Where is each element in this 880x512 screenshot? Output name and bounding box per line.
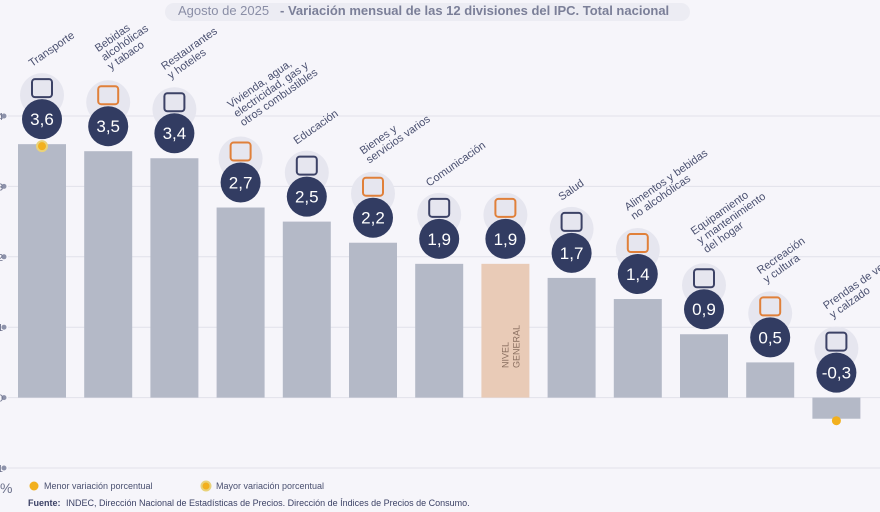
value-badge (154, 113, 195, 154)
data-label: 3,5 (96, 117, 120, 136)
tick-dot (1, 395, 7, 401)
value-badge (750, 317, 791, 358)
category-label: NIVEL (500, 342, 510, 368)
y-tick-label: 2 (0, 253, 3, 264)
chart-title: - Variación mensual de las 12 divisiones… (280, 3, 669, 18)
legend-swatch (29, 481, 39, 491)
value-badge (286, 176, 327, 217)
y-tick-label: -1 (0, 464, 3, 475)
icon (560, 211, 583, 232)
category-label: Comunicación (424, 139, 488, 189)
value-badge (617, 254, 658, 295)
icon (428, 197, 451, 218)
value-badge (220, 162, 261, 203)
value-badge (684, 289, 724, 330)
tick-dot (1, 113, 7, 119)
bar (547, 277, 596, 398)
icon (626, 233, 649, 254)
value-badge (88, 106, 129, 147)
legend-label: Menor variación porcentual (44, 481, 153, 491)
chart-title-date: Agosto de 2025 (178, 3, 269, 18)
icon (825, 331, 848, 352)
data-label: 1,7 (560, 244, 584, 263)
icon (693, 268, 715, 289)
title-pill (165, 3, 690, 21)
value-badge (816, 352, 857, 393)
y-tick-label: 0 (0, 394, 3, 405)
bar (18, 144, 66, 398)
icon (31, 78, 53, 99)
category-label: GENERAL (511, 325, 521, 368)
bar (84, 151, 133, 398)
value-badge (485, 218, 526, 259)
data-label: 0,9 (692, 300, 716, 319)
data-label: 2,7 (229, 174, 253, 193)
y-tick-label: 3 (0, 182, 3, 193)
bar (150, 158, 199, 398)
category-label: Salud (556, 177, 586, 203)
category-label: Transporte (27, 30, 77, 70)
bar (812, 397, 861, 419)
icon (163, 92, 186, 113)
bar (415, 263, 464, 398)
legend-label: Mayor variación porcentual (216, 481, 324, 491)
tick-dot (1, 183, 7, 189)
bar (680, 334, 728, 398)
icon (229, 141, 252, 162)
bar (746, 362, 795, 398)
y-tick-label: 4 (0, 112, 3, 123)
data-label: 3,4 (163, 124, 187, 143)
data-label: 1,9 (494, 230, 518, 249)
icon (295, 155, 318, 176)
icon (759, 296, 782, 317)
tick-dot (1, 324, 7, 330)
tick-dot (1, 254, 7, 260)
icon (494, 197, 517, 218)
icon (362, 176, 384, 197)
data-label: 1,9 (427, 230, 451, 249)
bar (613, 299, 662, 398)
category-label: Educación (292, 108, 341, 147)
tick-dot (1, 465, 7, 471)
bar (481, 263, 530, 398)
bar (349, 242, 397, 398)
data-label: 2,5 (295, 188, 319, 207)
value-badge (22, 99, 62, 140)
data-label: 2,2 (361, 209, 385, 228)
bar (282, 221, 331, 398)
source: INDEC, Dirección Nacional de Estadística… (66, 498, 470, 508)
min-marker (831, 416, 841, 426)
y-unit: % (0, 480, 12, 496)
value-badge (419, 218, 460, 259)
value-badge (551, 232, 592, 273)
value-badge (353, 197, 393, 238)
icon (97, 85, 120, 106)
bar (216, 207, 265, 398)
data-label: 3,6 (30, 110, 54, 129)
data-label: 1,4 (626, 265, 650, 284)
source-label: Fuente: (28, 498, 61, 508)
max-marker (36, 140, 48, 153)
data-label: -0,3 (822, 364, 851, 383)
y-tick-label: 1 (0, 323, 3, 334)
legend-swatch (200, 480, 212, 492)
data-label: 0,5 (758, 328, 782, 347)
category-label: Alimentos y bebidas (623, 147, 711, 214)
